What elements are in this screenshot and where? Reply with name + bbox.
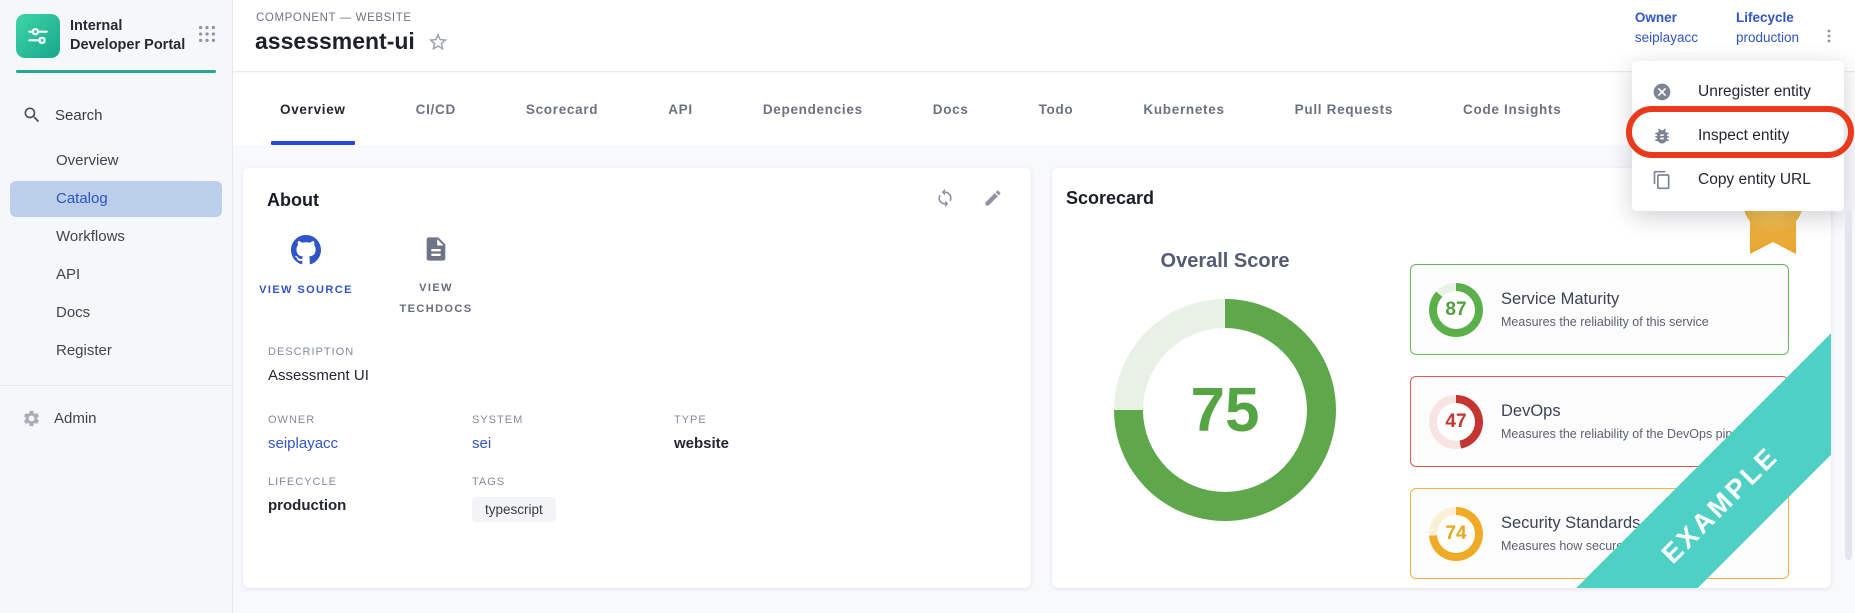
sidebar-item-register[interactable]: Register <box>56 342 112 359</box>
view-source-link[interactable]: VIEW SOURCE <box>259 235 353 319</box>
lifecycle-label: Lifecycle <box>1735 10 1794 25</box>
menu-item-inspect-entity[interactable]: Inspect entity <box>1632 114 1844 158</box>
sidebar-search-label: Search <box>55 106 103 124</box>
devops-score: 47 <box>1445 410 1467 432</box>
apps-grid-icon[interactable] <box>196 23 218 50</box>
about-card: About VIEW SOURCE VIEW <box>243 168 1031 588</box>
owner-meta: Owner seiplayacc <box>1635 10 1698 45</box>
tab-kubernetes[interactable]: Kubernetes <box>1143 101 1225 117</box>
sidebar-item-admin[interactable]: Admin <box>0 400 232 436</box>
tab-dependencies[interactable]: Dependencies <box>762 101 863 117</box>
tab-pull-requests[interactable]: Pull Requests <box>1294 101 1394 117</box>
type-value: website <box>674 435 730 452</box>
scorecard-item-devops[interactable]: 47 DevOps Measures the reliability of th… <box>1410 376 1789 467</box>
star-icon[interactable] <box>427 31 449 53</box>
sidebar-item-workflows[interactable]: Workflows <box>56 228 125 245</box>
about-title: About <box>267 190 319 210</box>
tab-todo[interactable]: Todo <box>1038 101 1074 117</box>
view-source-label: VIEW SOURCE <box>259 284 353 297</box>
security-standards-score: 74 <box>1445 522 1467 544</box>
scorecard-item-service-maturity[interactable]: 87 Service Maturity Measures the reliabi… <box>1410 264 1789 355</box>
vertical-scrollbar[interactable] <box>1845 210 1852 560</box>
tab-docs[interactable]: Docs <box>932 101 969 117</box>
service-maturity-score: 87 <box>1445 298 1467 320</box>
copy-icon <box>1652 170 1672 190</box>
tab-api[interactable]: API <box>668 101 693 117</box>
sidebar-item-overview[interactable]: Overview <box>56 152 119 169</box>
service-maturity-desc: Measures the reliability of this service <box>1501 315 1709 329</box>
service-maturity-title: Service Maturity <box>1501 290 1620 308</box>
description-value: Assessment UI <box>268 367 369 384</box>
devops-desc: Measures the reliability of the DevOps p… <box>1501 427 1759 441</box>
content-area: About VIEW SOURCE VIEW <box>233 145 1855 613</box>
lifecycle-meta: Lifecycle production <box>1736 10 1799 45</box>
sidebar-search[interactable]: Search <box>22 97 222 133</box>
devops-title: DevOps <box>1501 402 1561 420</box>
sidebar-item-docs[interactable]: Docs <box>56 304 91 321</box>
entity-tabs: Overview CI/CD Scorecard API Dependencie… <box>233 73 1855 145</box>
sidebar-admin-label: Admin <box>54 409 97 427</box>
entity-header: COMPONENT — WEBSITE assessment-ui Owner … <box>233 0 1855 72</box>
system-field: SYSTEM sei <box>472 414 524 452</box>
owner-value-link[interactable]: seiplayacc <box>268 435 339 452</box>
scorecard-title: Scorecard <box>1066 188 1155 208</box>
tab-code-insights[interactable]: Code Insights <box>1463 101 1562 117</box>
document-icon <box>389 235 483 270</box>
menu-item-unregister-entity[interactable]: Unregister entity <box>1632 70 1844 114</box>
scorecard-card: Scorecard Overall Score 75 87 Service Ma… <box>1052 168 1831 588</box>
app-logo-icon <box>16 14 60 58</box>
app-logo[interactable]: Internal Developer Portal <box>0 0 232 70</box>
owner-field: OWNER seiplayacc <box>268 414 339 452</box>
search-icon <box>22 105 42 125</box>
sidebar: Internal Developer Portal Search Overvie… <box>0 0 233 613</box>
entity-kicker: COMPONENT — WEBSITE <box>256 12 412 24</box>
app-title: Internal Developer Portal <box>70 18 186 53</box>
tag-chip-typescript[interactable]: typescript <box>472 497 556 522</box>
refresh-icon[interactable] <box>935 188 955 213</box>
owner-label: Owner <box>1634 10 1677 25</box>
service-maturity-donut: 87 <box>1429 282 1483 337</box>
type-field: TYPE website <box>674 414 730 452</box>
tab-cicd[interactable]: CI/CD <box>415 101 456 117</box>
devops-donut: 47 <box>1429 394 1483 449</box>
sidebar-nav: Overview Catalog Workflows API Docs Regi… <box>0 143 232 369</box>
sidebar-item-catalog[interactable]: Catalog <box>10 181 222 217</box>
sidebar-divider <box>0 385 232 386</box>
lifecycle-field-value: production <box>268 497 347 514</box>
page-title: assessment-ui <box>255 28 415 54</box>
overall-score-donut: 75 <box>1114 299 1336 521</box>
security-standards-donut: 74 <box>1429 506 1483 561</box>
lifecycle-field: LIFECYCLE production <box>268 476 347 514</box>
overall-score-block: Overall Score 75 <box>1100 250 1350 521</box>
view-techdocs-label: VIEW TECHDOCS <box>399 282 473 315</box>
kebab-menu-icon[interactable] <box>1815 22 1843 55</box>
tab-overview[interactable]: Overview <box>245 73 381 145</box>
sidebar-accent-rule <box>16 70 216 73</box>
lifecycle-value: production <box>1735 30 1799 45</box>
github-icon <box>259 235 353 272</box>
description-label: DESCRIPTION <box>268 346 355 358</box>
view-techdocs-link[interactable]: VIEW TECHDOCS <box>389 235 483 319</box>
gear-icon <box>22 409 41 428</box>
description-field: DESCRIPTION Assessment UI <box>268 346 369 384</box>
overall-score-value: 75 <box>1190 375 1260 445</box>
overall-score-label: Overall Score <box>1160 250 1290 272</box>
entity-context-menu: Unregister entity Inspect entity Copy en… <box>1632 61 1844 211</box>
security-standards-title: Security Standards <box>1501 514 1641 532</box>
system-value-link[interactable]: sei <box>472 435 492 452</box>
tags-field: TAGS typescript <box>472 476 556 522</box>
bug-icon <box>1652 126 1672 146</box>
edit-icon[interactable] <box>983 188 1003 213</box>
owner-link[interactable]: seiplayacc <box>1634 30 1698 45</box>
circle-x-icon <box>1652 82 1672 102</box>
sidebar-item-api[interactable]: API <box>56 266 81 283</box>
tab-scorecard[interactable]: Scorecard <box>525 101 599 117</box>
menu-item-copy-entity-url[interactable]: Copy entity URL <box>1632 158 1844 202</box>
